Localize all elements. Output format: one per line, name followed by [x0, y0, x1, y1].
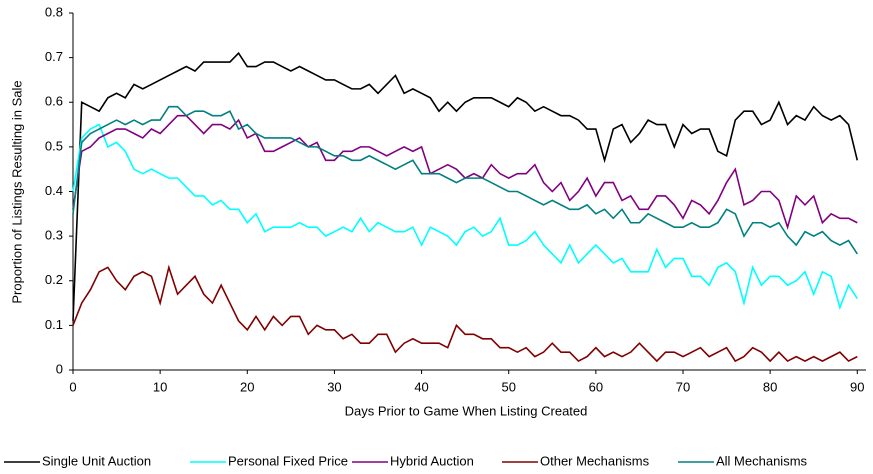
- series-line: [72, 51, 859, 321]
- y-tick-label: 0.2: [45, 272, 63, 287]
- x-tick-label: 30: [327, 379, 341, 394]
- legend-label: Single Unit Auction: [42, 453, 151, 468]
- legend-label: Hybrid Auction: [390, 453, 474, 468]
- y-tick-label: 0: [56, 361, 63, 376]
- legend-label: Personal Fixed Price: [228, 453, 348, 468]
- y-tick-label: 0.5: [45, 138, 63, 153]
- x-tick-label: 20: [240, 379, 254, 394]
- x-tick-label: 70: [676, 379, 690, 394]
- y-axis-label: Proportion of Listings Resulting in Sale: [9, 80, 24, 303]
- series-line: [72, 114, 858, 230]
- y-tick-label: 0.3: [45, 228, 63, 243]
- legend-label: All Mechanisms: [716, 453, 808, 468]
- x-tick-label: 50: [501, 379, 515, 394]
- x-axis-label: Days Prior to Game When Listing Created: [345, 403, 588, 418]
- y-tick-label: 0.8: [45, 4, 63, 19]
- x-tick-label: 90: [850, 379, 864, 394]
- x-tick-label: 60: [589, 379, 603, 394]
- x-tick-label: 10: [153, 379, 167, 394]
- series-line: [72, 123, 858, 311]
- x-tick-label: 0: [69, 379, 76, 394]
- y-tick-label: 0.1: [45, 317, 63, 332]
- legend-label: Other Mechanisms: [540, 453, 650, 468]
- y-tick-label: 0.4: [45, 183, 63, 198]
- series-line: [72, 264, 858, 363]
- series-line: [72, 105, 858, 255]
- y-tick-label: 0.7: [45, 49, 63, 64]
- x-tick-label: 40: [414, 379, 428, 394]
- y-tick-label: 0.6: [45, 94, 63, 109]
- x-tick-label: 80: [763, 379, 777, 394]
